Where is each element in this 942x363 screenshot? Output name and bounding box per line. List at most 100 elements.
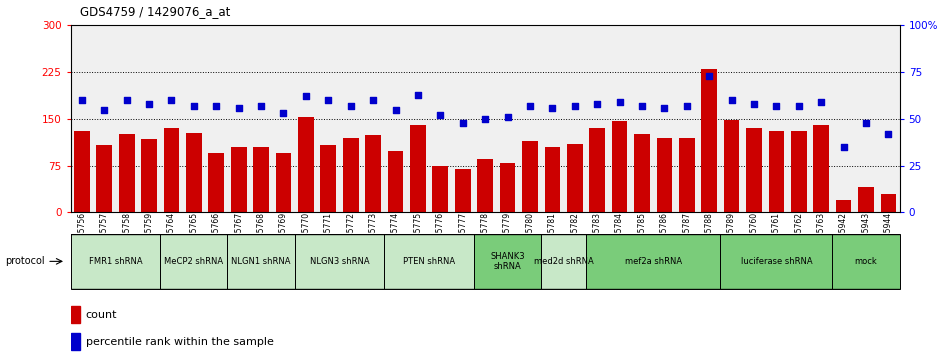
Bar — [541, 234, 586, 289]
Text: percentile rank within the sample: percentile rank within the sample — [86, 337, 273, 347]
Text: MeCP2 shRNA: MeCP2 shRNA — [164, 257, 223, 266]
Point — [881, 131, 896, 137]
Bar — [881, 194, 896, 212]
Bar — [813, 125, 829, 212]
Point — [814, 99, 829, 105]
Text: GSM1145765: GSM1145765 — [189, 212, 199, 264]
Point — [74, 97, 89, 103]
Bar — [657, 138, 673, 212]
Point — [231, 105, 246, 111]
Bar — [227, 234, 295, 289]
Text: GSM1145780: GSM1145780 — [526, 212, 534, 263]
Bar — [567, 144, 582, 212]
Text: GSM1145787: GSM1145787 — [682, 212, 691, 263]
Bar — [410, 125, 426, 212]
Bar — [74, 131, 89, 212]
Bar — [586, 234, 721, 289]
Point — [590, 101, 605, 107]
Text: GSM1145785: GSM1145785 — [638, 212, 646, 263]
Point — [523, 103, 538, 109]
Bar — [836, 200, 852, 212]
Bar — [231, 147, 247, 212]
Point — [634, 103, 649, 109]
Point — [253, 103, 268, 109]
Point — [455, 120, 470, 126]
Text: GSM1145777: GSM1145777 — [458, 212, 467, 264]
Text: mock: mock — [854, 257, 877, 266]
Bar — [298, 117, 314, 212]
Text: GSM1145759: GSM1145759 — [144, 212, 154, 264]
Bar — [96, 145, 112, 212]
Text: GSM1145767: GSM1145767 — [235, 212, 243, 264]
Text: med2d shRNA: med2d shRNA — [534, 257, 593, 266]
Bar — [186, 132, 202, 212]
Bar — [611, 121, 627, 212]
Point — [411, 92, 426, 98]
Point — [141, 101, 156, 107]
Text: GSM1145782: GSM1145782 — [570, 212, 579, 263]
Text: GSM1145771: GSM1145771 — [324, 212, 333, 263]
Bar — [343, 138, 359, 212]
Text: GSM1145756: GSM1145756 — [77, 212, 87, 264]
Bar — [721, 234, 833, 289]
Text: GSM1145774: GSM1145774 — [391, 212, 400, 264]
Text: GSM1145786: GSM1145786 — [659, 212, 669, 263]
Bar — [119, 134, 135, 212]
Point — [836, 144, 852, 150]
Text: GSM1145943: GSM1145943 — [862, 212, 870, 264]
Text: PTEN shRNA: PTEN shRNA — [403, 257, 455, 266]
Bar — [590, 128, 605, 212]
Text: SHANK3
shRNA: SHANK3 shRNA — [490, 252, 525, 271]
Point — [567, 103, 582, 109]
Text: GSM1145757: GSM1145757 — [100, 212, 108, 264]
Bar — [746, 128, 762, 212]
Bar — [791, 131, 806, 212]
Point — [769, 103, 784, 109]
Point — [791, 103, 806, 109]
Text: GSM1145781: GSM1145781 — [548, 212, 557, 263]
Point — [164, 97, 179, 103]
Text: GSM1145773: GSM1145773 — [368, 212, 378, 264]
Bar — [478, 159, 493, 212]
Bar — [723, 120, 739, 212]
Point — [187, 103, 202, 109]
Point — [724, 97, 739, 103]
Point — [97, 107, 112, 113]
Text: GDS4759 / 1429076_a_at: GDS4759 / 1429076_a_at — [80, 5, 231, 18]
Bar — [858, 187, 874, 212]
Bar — [634, 134, 650, 212]
Point — [544, 105, 560, 111]
Bar — [833, 234, 900, 289]
Text: GSM1145944: GSM1145944 — [884, 212, 893, 264]
Text: GSM1145762: GSM1145762 — [794, 212, 804, 263]
Bar — [544, 147, 560, 212]
Text: NLGN1 shRNA: NLGN1 shRNA — [232, 257, 291, 266]
Text: GSM1145768: GSM1145768 — [256, 212, 266, 263]
Point — [478, 116, 493, 122]
Bar — [320, 145, 336, 212]
Point — [276, 110, 291, 116]
Bar — [160, 234, 227, 289]
Bar — [208, 153, 224, 212]
Text: GSM1145776: GSM1145776 — [436, 212, 445, 264]
Point — [612, 99, 627, 105]
Bar — [384, 234, 474, 289]
Point — [746, 101, 761, 107]
Bar — [679, 138, 694, 212]
Text: GSM1145763: GSM1145763 — [817, 212, 826, 264]
Point — [500, 114, 515, 120]
Text: GSM1145772: GSM1145772 — [347, 212, 355, 263]
Text: NLGN3 shRNA: NLGN3 shRNA — [310, 257, 369, 266]
Bar — [276, 153, 291, 212]
Point — [343, 103, 358, 109]
Point — [657, 105, 672, 111]
Point — [432, 112, 447, 118]
Text: count: count — [86, 310, 117, 320]
Bar — [388, 151, 403, 212]
Point — [388, 107, 403, 113]
Bar — [474, 234, 541, 289]
Text: GSM1145775: GSM1145775 — [414, 212, 422, 264]
Bar — [702, 69, 717, 212]
Bar — [295, 234, 384, 289]
Text: GSM1145788: GSM1145788 — [705, 212, 714, 263]
